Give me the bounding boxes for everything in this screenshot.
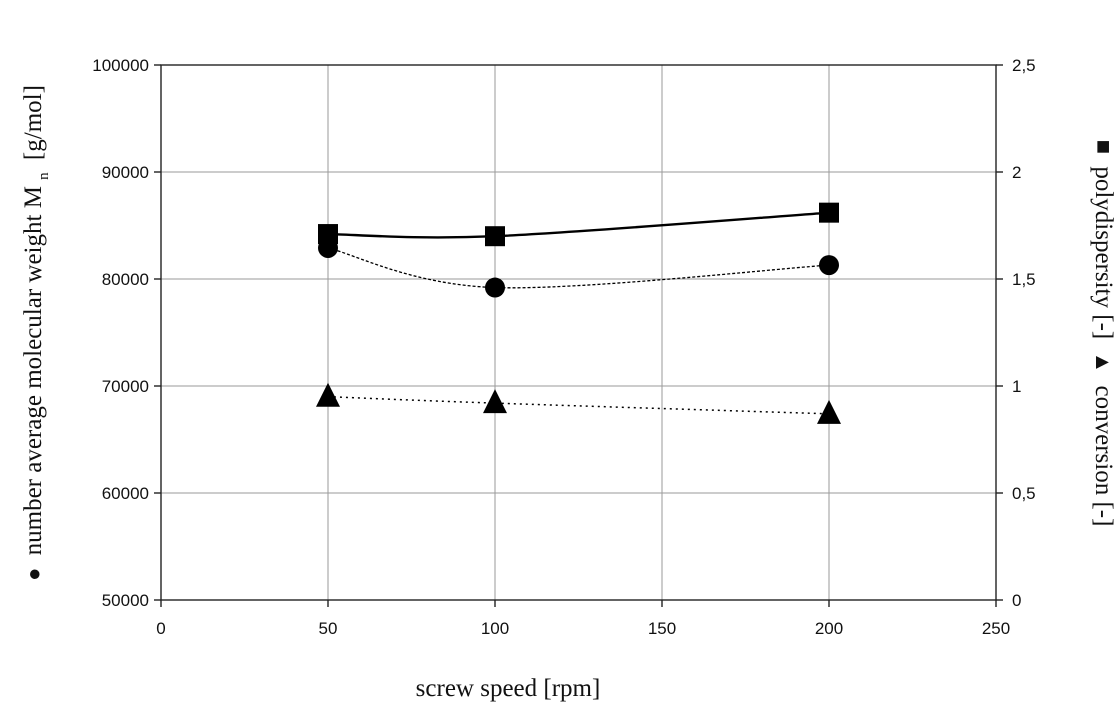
data-point-square — [485, 226, 505, 247]
left-tick-label: 60000 — [102, 484, 149, 503]
series-line-triangle — [327, 395, 830, 415]
data-point-circle — [318, 237, 338, 258]
data-point-triangle — [817, 399, 841, 424]
x-axis-title: screw speed [rpm] — [416, 675, 601, 702]
data-point-triangle — [316, 382, 340, 407]
data-point-square — [318, 224, 338, 245]
left-tick-label: 70000 — [102, 377, 149, 396]
data-point-triangle — [483, 389, 507, 414]
x-tick-label: 200 — [815, 619, 843, 638]
series-layer — [316, 202, 841, 424]
right-tick-label: 0,5 — [1012, 484, 1036, 503]
x-tick-label: 250 — [982, 619, 1010, 638]
left-tick-label: 80000 — [102, 270, 149, 289]
left-axis-title-text: number average molecular weight M — [20, 186, 47, 555]
left-axis-title-group: ● number average molecular weight M n [g… — [20, 85, 54, 581]
right-axis-marker-triangle: ▲ — [1091, 351, 1116, 373]
left-tick-label: 50000 — [102, 591, 149, 610]
right-tick-label: 1 — [1012, 377, 1021, 396]
left-tick-label: 90000 — [102, 163, 149, 182]
right-axis-title-polydispersity: polydispersity [-] — [1090, 166, 1116, 339]
data-point-circle — [819, 255, 839, 276]
tick-layer: 50000 0 60000 0,5 70000 1 80000 1,5 90000 2 100000… — [92, 56, 1035, 638]
right-axis-title: ■ polydispersity [-] ▲ conversion [-] — [1090, 140, 1116, 527]
left-axis-title-unit: [g/mol] — [20, 85, 47, 160]
right-tick-label: 0 — [1012, 591, 1021, 610]
right-axis-title-conversion: conversion [-] — [1090, 386, 1116, 527]
x-tick-label: 0 — [156, 619, 165, 638]
x-tick-label: 150 — [648, 619, 676, 638]
grid-layer — [161, 65, 996, 600]
left-axis-title: ● number average molecular weight M n [g… — [20, 85, 54, 581]
series-line-square — [327, 211, 830, 239]
data-point-square — [819, 202, 839, 223]
left-axis-title-subscript: n — [36, 172, 52, 180]
data-point-circle — [485, 277, 505, 298]
right-axis-marker-square: ■ — [1090, 140, 1116, 155]
x-tick-label: 100 — [481, 619, 509, 638]
plot-frame — [160, 64, 997, 601]
left-tick-label: 100000 — [92, 56, 149, 75]
right-axis-title-group: ■ polydispersity [-] ▲ conversion [-] — [1090, 140, 1116, 527]
right-tick-label: 1,5 — [1012, 270, 1036, 289]
x-tick-label: 50 — [319, 619, 338, 638]
left-axis-marker-circle: ● — [21, 568, 46, 581]
right-tick-label: 2 — [1012, 163, 1021, 182]
series-line-circle — [327, 247, 830, 289]
right-tick-label: 2,5 — [1012, 56, 1036, 75]
